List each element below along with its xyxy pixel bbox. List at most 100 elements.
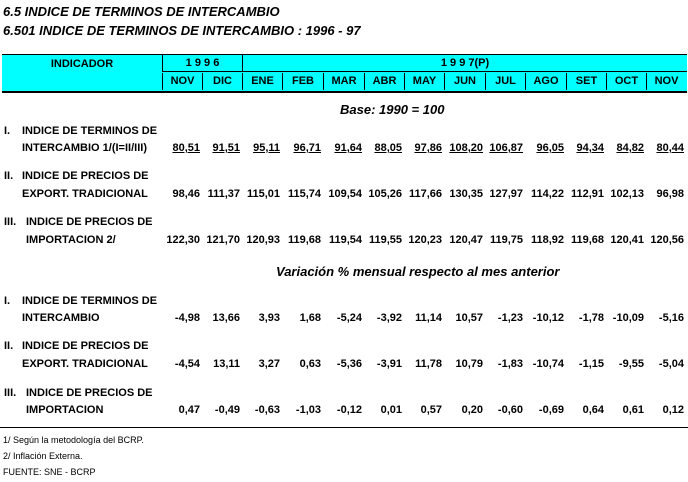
table-cell: 0,12 — [662, 404, 684, 416]
row-label: IMPORTACION — [26, 404, 104, 416]
row-label: INTERCAMBIO 1/(I=II/III) — [22, 142, 147, 154]
footnote-2: 2/ Inflación Externa. — [3, 451, 83, 461]
table-cell: -0,60 — [497, 404, 523, 416]
footnote-1: 1/ Según la metodología del BCRP. — [3, 435, 144, 445]
table-cell: 102,13 — [610, 188, 644, 200]
table-cell: 96,98 — [656, 188, 684, 200]
table-cell: 88,05 — [374, 142, 402, 154]
header-year-1996: 1 9 9 6 — [162, 55, 242, 72]
table-cell: -0,12 — [336, 404, 362, 416]
table-cell: 121,70 — [206, 234, 240, 246]
row-label: INDICE DE PRECIOS DE — [26, 387, 153, 399]
table-cell: 105,26 — [368, 188, 402, 200]
row-number: II. — [4, 340, 14, 352]
table-cell: -1,15 — [578, 358, 604, 370]
table-cell: -10,12 — [532, 312, 564, 324]
table-cell: -1,03 — [295, 404, 321, 416]
row-label: INTERCAMBIO — [22, 312, 100, 324]
table-cell: 80,44 — [656, 142, 684, 154]
table-cell: 130,35 — [449, 188, 483, 200]
table-cell: 114,22 — [530, 188, 564, 200]
table-cell: 11,78 — [415, 358, 442, 370]
table-cell: 84,82 — [616, 142, 644, 154]
row-number: I. — [4, 295, 11, 307]
footnote-source: FUENTE: SNE - BCRP — [3, 467, 96, 477]
table-cell: 108,20 — [449, 142, 483, 154]
table-cell: -1,78 — [578, 312, 604, 324]
table-cell: -0,49 — [214, 404, 240, 416]
table-cell: 120,56 — [650, 234, 684, 246]
table-cell: -0,63 — [254, 404, 280, 416]
table-cell: 117,66 — [408, 188, 442, 200]
table-title: 6.5 INDICE DE TERMINOS DE INTERCAMBIO — [3, 4, 280, 19]
section-subtitle: Base: 1990 = 100 — [340, 102, 445, 117]
table-cell: 13,66 — [212, 312, 240, 324]
table-cell: -4,98 — [174, 312, 200, 324]
table-cell: -10,74 — [532, 358, 564, 370]
row-label: IMPORTACION 2/ — [26, 234, 116, 246]
row-number: III. — [4, 216, 17, 228]
table-cell: 0,63 — [299, 358, 321, 370]
table-cell: 118,92 — [530, 234, 564, 246]
table-cell: 3,27 — [258, 358, 280, 370]
table-cell: 115,74 — [287, 188, 321, 200]
table-cell: 120,23 — [408, 234, 442, 246]
table-cell: 11,14 — [415, 312, 442, 324]
header-month: MAR — [323, 73, 364, 90]
header-month: ABR — [364, 73, 404, 90]
table-cell: -5,36 — [336, 358, 362, 370]
table-cell: 115,01 — [246, 188, 280, 200]
table-cell: 119,68 — [287, 234, 321, 246]
table-cell: 0,64 — [582, 404, 604, 416]
table-cell: -0,69 — [538, 404, 564, 416]
header-month: NOV — [162, 73, 202, 90]
table-cell: -3,91 — [376, 358, 402, 370]
table-cell: 94,34 — [576, 142, 604, 154]
table-cell: 91,51 — [212, 142, 240, 154]
table-header: INDICADOR 1 9 9 6 1 9 9 7(P) NOV DIC ENE FE… — [2, 54, 687, 93]
table-cell: 127,97 — [489, 188, 523, 200]
table-cell: 96,71 — [293, 142, 321, 154]
row-label: EXPORT. TRADICIONAL — [22, 188, 148, 200]
table-cell: 120,41 — [610, 234, 644, 246]
table-cell: 119,75 — [489, 234, 523, 246]
row-number: III. — [4, 387, 17, 399]
table-cell: 0,57 — [420, 404, 442, 416]
table-cell: -4,54 — [174, 358, 200, 370]
row-label: INDICE DE PRECIOS DE — [22, 340, 149, 352]
table-cell: -1,23 — [497, 312, 523, 324]
header-month: FEB — [282, 73, 323, 90]
table-cell: -3,92 — [376, 312, 402, 324]
table-cell: 1,68 — [299, 312, 321, 324]
header-month: OCT — [606, 73, 646, 90]
row-label: EXPORT. TRADICIONAL — [22, 358, 148, 370]
header-indicador: INDICADOR — [50, 58, 114, 70]
table-cell: 91,64 — [334, 142, 362, 154]
table-cell: 0,20 — [461, 404, 483, 416]
row-label: INDICE DE PRECIOS DE — [26, 216, 153, 228]
header-month: MAY — [404, 73, 444, 90]
table-cell: -9,55 — [618, 358, 644, 370]
table-cell: 10,79 — [455, 358, 483, 370]
table-cell: 3,93 — [258, 312, 280, 324]
table-cell: 112,91 — [570, 188, 604, 200]
table-cell: -5,16 — [658, 312, 684, 324]
table-cell: 120,47 — [449, 234, 483, 246]
table-cell: 97,86 — [414, 142, 442, 154]
table-cell: -10,09 — [612, 312, 644, 324]
header-month: ENE — [242, 73, 282, 90]
table-cell: 106,87 — [489, 142, 523, 154]
header-month: SET — [566, 73, 606, 90]
table-cell: 0,01 — [380, 404, 402, 416]
table-cell: 96,05 — [536, 142, 564, 154]
table-subtitle: 6.501 INDICE DE TERMINOS DE INTERCAMBIO … — [3, 23, 361, 38]
table-cell: 0,47 — [178, 404, 200, 416]
table-cell: 119,55 — [368, 234, 402, 246]
header-month: JUN — [444, 73, 485, 90]
header-month: NOV — [646, 73, 686, 90]
row-number: II. — [4, 170, 14, 182]
header-month: JUL — [485, 73, 525, 90]
table-cell: 98,46 — [172, 188, 200, 200]
table-cell: -5,24 — [336, 312, 362, 324]
